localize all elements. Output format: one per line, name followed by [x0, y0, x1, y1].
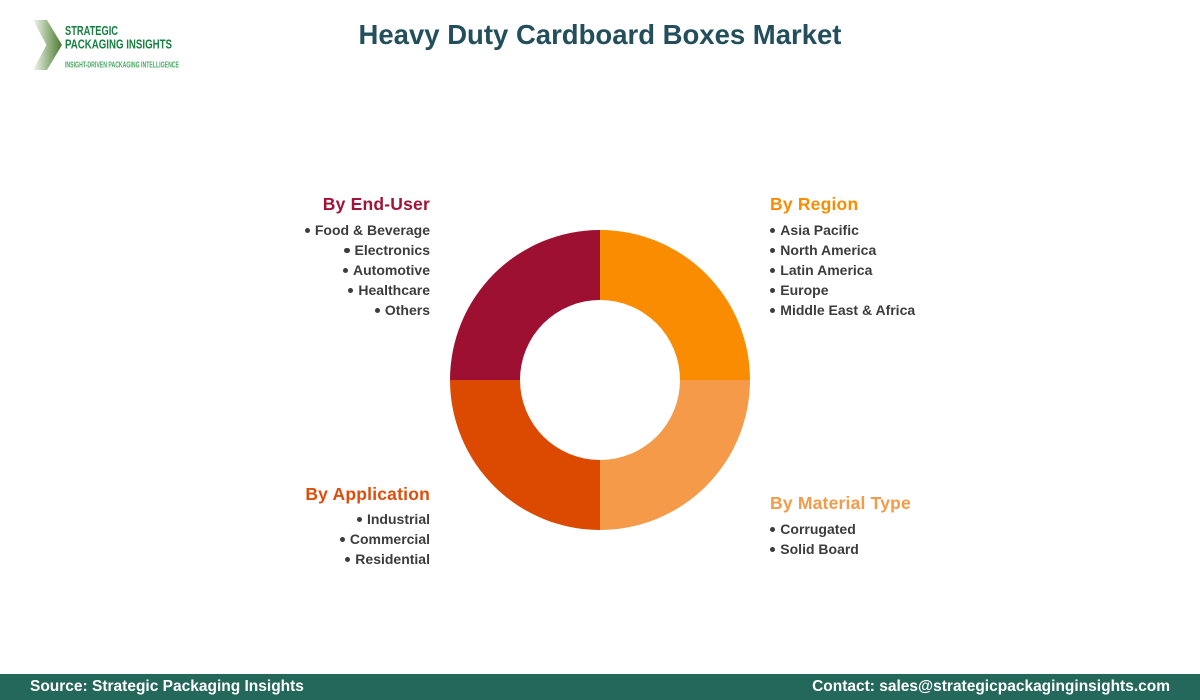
svg-text:PACKAGING INSIGHTS: PACKAGING INSIGHTS	[65, 37, 172, 52]
svg-text:STRATEGIC: STRATEGIC	[65, 23, 118, 38]
svg-text:INSIGHT-DRIVEN PACKAGING INTEL: INSIGHT-DRIVEN PACKAGING INTELLIGENCE	[65, 60, 179, 69]
